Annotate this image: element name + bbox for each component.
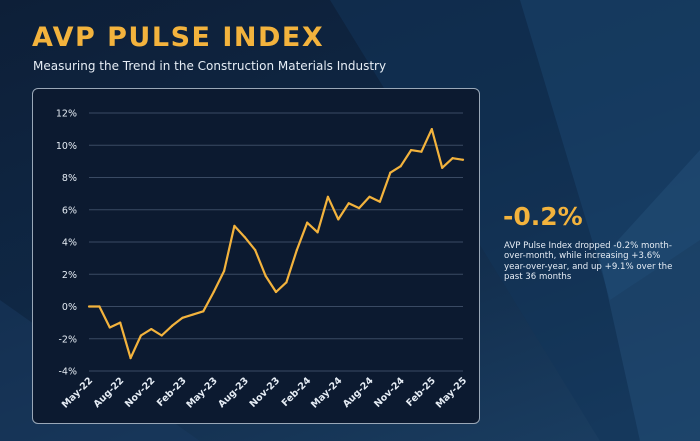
page-subtitle: Measuring the Trend in the Construction … — [33, 59, 387, 73]
data-point — [389, 171, 392, 174]
data-point — [191, 313, 194, 316]
data-point — [150, 327, 153, 331]
y-tick-label: 4% — [62, 238, 77, 249]
data-point — [171, 324, 174, 327]
data-point — [368, 195, 371, 198]
y-tick-label: 12% — [56, 109, 77, 120]
x-tick-label: Feb-23 — [155, 375, 189, 409]
y-tick-label: -2% — [59, 334, 78, 345]
x-tick-label: Aug-24 — [341, 375, 376, 410]
data-point — [233, 224, 236, 227]
data-point — [337, 218, 340, 221]
stat-description: AVP Pulse Index dropped -0.2% month-over… — [504, 241, 673, 282]
data-point — [202, 310, 205, 313]
data-point — [254, 248, 257, 252]
data-point — [285, 281, 288, 284]
x-tick-label: Nov-23 — [248, 375, 283, 410]
y-tick-label: 2% — [62, 270, 77, 281]
data-point — [212, 290, 215, 294]
data-point — [430, 128, 433, 131]
data-point — [87, 305, 91, 308]
data-point — [347, 202, 350, 205]
x-tick-label: Aug-22 — [92, 375, 127, 410]
data-point — [316, 231, 319, 234]
series-line — [89, 127, 464, 360]
y-tick-label: 10% — [56, 141, 77, 152]
data-point — [409, 148, 413, 152]
data-point — [306, 221, 309, 224]
y-tick-label: 6% — [62, 205, 77, 216]
y-tick-label: 0% — [62, 302, 77, 313]
data-point — [98, 305, 101, 308]
data-point — [461, 158, 465, 161]
mom-change-value: -0.2% — [503, 202, 583, 231]
y-tick-label: 8% — [62, 173, 77, 184]
data-point — [295, 248, 298, 252]
data-point — [108, 326, 111, 329]
x-tick-label: Feb-24 — [280, 375, 314, 409]
data-point — [399, 165, 402, 168]
page-title: AVP PULSE INDEX — [32, 22, 325, 53]
data-point — [264, 274, 267, 277]
y-tick-label: -4% — [59, 367, 78, 378]
x-tick-label: Aug-23 — [216, 375, 251, 410]
data-point — [119, 321, 122, 324]
data-point — [358, 207, 361, 210]
data-point — [420, 150, 423, 153]
line-chart: -4% -2% 0% 2% 4% 6% 8% 10% 12% May-22Aug-22Nov-22… — [56, 109, 469, 411]
data-point — [181, 316, 184, 319]
data-point — [129, 357, 132, 360]
data-point — [139, 334, 143, 337]
x-tick-label: Nov-22 — [123, 375, 158, 410]
data-point — [378, 200, 381, 203]
x-tick-label: May-22 — [60, 375, 95, 410]
data-point — [441, 166, 444, 169]
data-point — [160, 334, 163, 337]
x-tick-label: May-24 — [309, 375, 345, 411]
chart-panel: -4% -2% 0% 2% 4% 6% 8% 10% 12% May-22 Aug-22 Nov-22… — [32, 88, 480, 424]
data-point — [326, 195, 330, 198]
x-tick-label: Feb-25 — [404, 375, 438, 409]
x-tick-label: May-25 — [434, 375, 469, 410]
data-point — [274, 290, 278, 294]
data-point — [243, 236, 246, 239]
data-point — [451, 157, 454, 160]
data-point — [222, 269, 226, 273]
x-tick-label: Nov-24 — [372, 375, 407, 410]
x-tick-label: May-23 — [184, 375, 219, 410]
